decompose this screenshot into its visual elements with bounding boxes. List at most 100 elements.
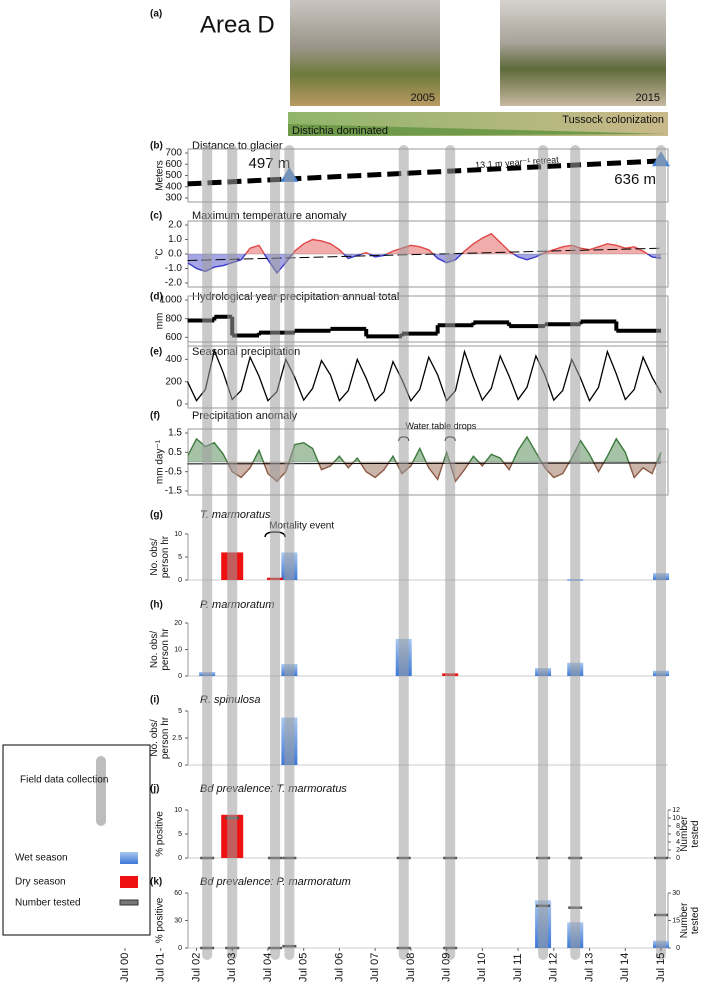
y2-tick-label: 2 <box>676 847 680 854</box>
panel-label: (f) <box>150 411 160 422</box>
field-collection-band <box>270 145 281 960</box>
y-tick-label: 0 <box>178 577 182 584</box>
x-tick-label: Jul 08 <box>405 953 417 982</box>
y-tick-label: 1.5 <box>168 428 182 439</box>
panel-label: (c) <box>150 211 162 222</box>
y-tick-label: 700 <box>165 148 182 159</box>
axis-label: Number <box>679 902 690 938</box>
axis-label: tested <box>690 907 701 934</box>
y-tick-label: 0 <box>178 673 182 680</box>
trend-line <box>187 462 662 465</box>
area-fill <box>188 233 661 254</box>
field-collection-band <box>284 145 295 960</box>
panel-title: Maximum temperature anomaly <box>192 210 347 222</box>
axis-label: No. obs/ <box>149 631 160 668</box>
legend-label: Dry season <box>15 877 66 888</box>
y-tick-label: 1000 <box>160 295 183 306</box>
x-tick-label: Jul 10 <box>476 953 488 982</box>
header-title: Area D <box>200 11 275 38</box>
trend-line <box>187 247 662 261</box>
panel-label: (a) <box>150 9 162 20</box>
axis-label: Meters <box>155 160 166 191</box>
y-tick-label: 0.5 <box>168 447 182 458</box>
area-fill <box>188 436 661 462</box>
y-tick-label: 1.0 <box>168 234 182 245</box>
legend-label: Field data collection <box>20 775 108 786</box>
area-line <box>226 462 658 483</box>
axis-label: mm day⁻¹ <box>155 439 166 484</box>
x-tick-label: Jul 14 <box>619 953 631 982</box>
legend-swatch <box>96 756 106 826</box>
panel-label: (h) <box>150 600 163 611</box>
y-tick-label: 200 <box>165 376 182 387</box>
axis-label: person hr <box>160 628 171 671</box>
panel-label: (k) <box>150 877 162 888</box>
field-collection-band <box>570 145 581 960</box>
x-tick-label: Jul 07 <box>369 953 381 982</box>
panel-label: (d) <box>150 292 163 303</box>
x-tick-label: Jul 12 <box>548 953 560 982</box>
y-tick-label: -2.0 <box>165 278 183 289</box>
photo <box>500 0 666 106</box>
axis-label: % positive <box>155 811 166 857</box>
axis-label: Number <box>679 816 690 852</box>
field-collection-band <box>445 145 456 960</box>
panel-frame <box>187 341 669 409</box>
y-tick-label: 0.0 <box>168 249 182 260</box>
y-tick-label: 600 <box>165 159 182 170</box>
value-label: 636 m <box>614 171 656 188</box>
y2-tick-label: 4 <box>676 839 680 846</box>
succession-wedge <box>288 124 668 136</box>
area-line <box>188 254 662 275</box>
y-tick-label: 60 <box>174 890 182 897</box>
y-tick-label: 5 <box>178 708 182 715</box>
y-tick-label: 2.5 <box>172 735 182 742</box>
y-tick-label: 5 <box>178 554 182 561</box>
y-tick-label: -1.0 <box>165 263 183 274</box>
y-tick-label: 2.0 <box>168 220 182 231</box>
y-tick-label: 300 <box>165 193 182 204</box>
y-tick-label: 800 <box>165 313 182 324</box>
y-tick-label: 10 <box>174 646 182 653</box>
y-tick-label: -0.5 <box>165 466 183 477</box>
field-collection-band <box>227 145 238 960</box>
legend-swatch <box>119 899 139 906</box>
y2-tick-label: 8 <box>676 823 680 830</box>
annotation: Water table drops <box>406 421 477 431</box>
area-line <box>244 232 649 254</box>
y2-tick-label: 0 <box>676 945 680 952</box>
succession-label: Distichia dominated <box>292 125 388 137</box>
field-collection-band <box>202 145 213 960</box>
x-tick-label: Jul 01 <box>155 953 167 982</box>
y2-tick-label: 12 <box>672 807 680 814</box>
y-tick-label: 0 <box>178 945 182 952</box>
y-tick-label: 0 <box>176 399 182 410</box>
panel-label: (j) <box>150 784 159 795</box>
x-tick-label: Jul 13 <box>583 953 595 982</box>
y2-tick-label: 10 <box>672 815 680 822</box>
field-collection-band <box>398 145 409 960</box>
area-line <box>188 435 662 462</box>
x-tick-label: Jul 00 <box>119 953 131 982</box>
photo <box>290 0 440 106</box>
photo-year: 2015 <box>636 92 660 104</box>
x-tick-label: Jul 11 <box>512 953 524 982</box>
y-tick-label: 10 <box>174 531 182 538</box>
y-tick-label: 400 <box>165 354 182 365</box>
axis-label: No. obs/ <box>149 719 160 756</box>
y-tick-label: 5 <box>178 831 182 838</box>
panel-label: (i) <box>150 695 159 706</box>
y2-tick-label: 15 <box>672 917 680 924</box>
x-tick-label: Jul 02 <box>190 953 202 982</box>
panel-label: (e) <box>150 347 162 358</box>
legend-label: Wet season <box>15 853 68 864</box>
panel-title: Hydrological year precipitation annual t… <box>192 291 399 303</box>
y-tick-label: 0 <box>178 762 182 769</box>
field-collection-band <box>656 145 666 960</box>
y-tick-label: 500 <box>165 170 182 181</box>
x-tick-label: Jul 15 <box>655 953 667 982</box>
x-tick-label: Jul 04 <box>262 953 274 982</box>
field-collection-band <box>538 145 549 960</box>
